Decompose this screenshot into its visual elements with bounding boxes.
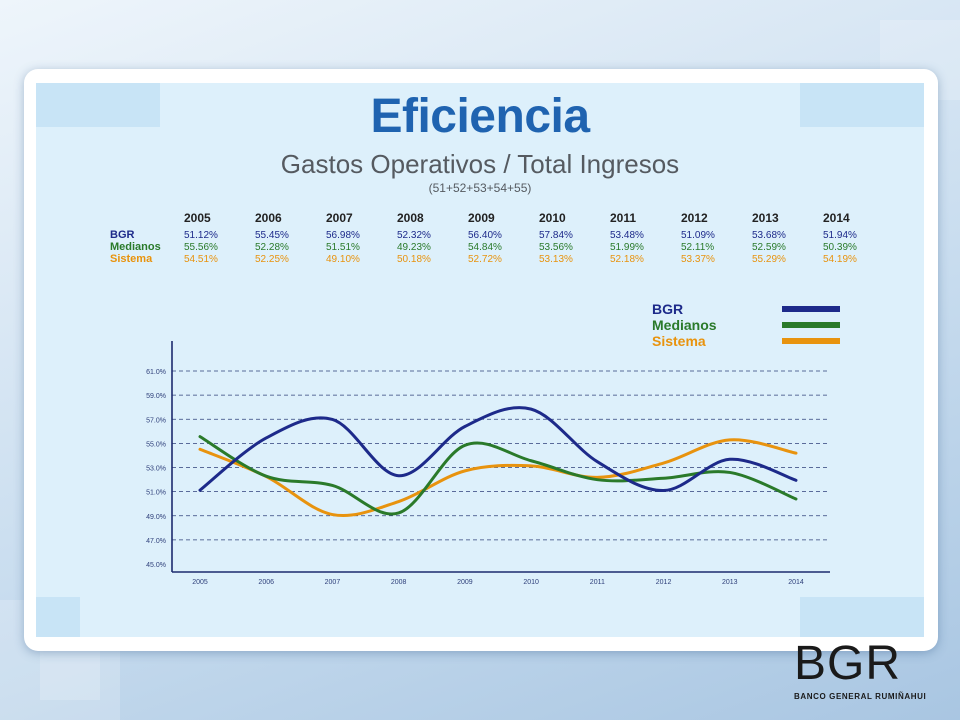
year-header: 2014 — [823, 211, 850, 225]
series-line-medianos — [198, 435, 798, 516]
y-tick-label: 49.0% — [146, 514, 166, 521]
company-logo: BGR BANCO GENERAL RUMIÑAHUI — [794, 640, 944, 714]
table-cell: 54.84% — [468, 241, 502, 253]
y-tick-label: 59.0% — [146, 393, 166, 400]
logo-name: BANCO GENERAL RUMIÑAHUI — [794, 692, 927, 701]
year-header: 2012 — [681, 211, 708, 225]
y-tick-label: 51.0% — [146, 490, 166, 497]
legend-label: BGR — [652, 301, 684, 317]
year-header: 2006 — [255, 211, 282, 225]
legend-item-medianos: Medianos — [652, 317, 852, 333]
table-cell: 56.40% — [468, 229, 502, 241]
table-cell: 55.29% — [752, 253, 786, 265]
table-cell: 50.39% — [823, 241, 857, 253]
slide-subtitle: Gastos Operativos / Total Ingresos — [280, 149, 680, 179]
table-cell: 51.99% — [610, 241, 644, 253]
series-line-bgr — [198, 406, 798, 493]
x-tick-label: 2005 — [192, 579, 208, 586]
table-cell: 56.98% — [326, 229, 360, 241]
year-header: 2009 — [468, 211, 495, 225]
row-label: Medianos — [110, 241, 161, 253]
table-cell: 57.84% — [539, 229, 573, 241]
y-tick-label: 55.0% — [146, 441, 166, 448]
slide-content: Eficiencia Gastos Operativos / Total Ing… — [36, 83, 924, 637]
table-cell: 53.13% — [539, 253, 573, 265]
table-cell: 53.37% — [681, 253, 715, 265]
table-cell: 51.51% — [326, 241, 360, 253]
legend-swatch — [782, 322, 840, 328]
table-header-row: 2005 2006 2007 2008 2009 2010 2011 2012 … — [110, 211, 894, 229]
table-cell: 55.56% — [184, 241, 218, 253]
legend-swatch — [782, 338, 840, 344]
x-tick-label: 2006 — [258, 579, 274, 586]
table-cell: 51.94% — [823, 229, 857, 241]
table-cell: 51.09% — [681, 229, 715, 241]
y-tick-label: 47.0% — [146, 538, 166, 545]
table-row-medianos: Medianos 55.56% 52.28% 51.51% 49.23% 54.… — [110, 241, 894, 253]
year-header: 2013 — [752, 211, 779, 225]
table-cell: 50.18% — [397, 253, 431, 265]
x-tick-label: 2010 — [523, 579, 539, 586]
table-cell: 49.10% — [326, 253, 360, 265]
table-row-sistema: Sistema 54.51% 52.25% 49.10% 50.18% 52.7… — [110, 253, 894, 265]
table-cell: 54.19% — [823, 253, 857, 265]
values-table: 2005 2006 2007 2008 2009 2010 2011 2012 … — [110, 211, 894, 265]
row-label: BGR — [110, 229, 135, 241]
x-tick-label: 2008 — [391, 579, 407, 586]
logo-mark: BGR — [794, 637, 902, 690]
year-header: 2011 — [610, 211, 637, 225]
x-tick-label: 2014 — [788, 579, 804, 586]
year-header: 2010 — [539, 211, 566, 225]
x-tick-label: 2007 — [325, 579, 341, 586]
table-cell: 51.12% — [184, 229, 218, 241]
formula-note: (51+52+53+54+55) — [428, 181, 532, 195]
table-cell: 52.11% — [681, 241, 715, 253]
table-cell: 52.59% — [752, 241, 786, 253]
series-line-sistema — [198, 438, 798, 517]
table-cell: 53.48% — [610, 229, 644, 241]
row-label: Sistema — [110, 253, 153, 265]
y-tick-label: 61.0% — [146, 369, 166, 376]
legend-label: Medianos — [652, 317, 717, 333]
table-cell: 55.45% — [255, 229, 289, 241]
slide-panel: Eficiencia Gastos Operativos / Total Ing… — [24, 69, 938, 651]
table-cell: 53.68% — [752, 229, 786, 241]
table-cell: 53.56% — [539, 241, 573, 253]
table-row-bgr: BGR 51.12% 55.45% 56.98% 52.32% 56.40% 5… — [110, 229, 894, 241]
legend-item-bgr: BGR — [652, 301, 852, 317]
year-header: 2005 — [184, 211, 211, 225]
legend-label: Sistema — [652, 333, 706, 349]
table-cell: 52.72% — [468, 253, 502, 265]
line-chart: 45.0% 47.0% 49.0% 51.0% 53.0% 55.0% 57.0% 59.0%… — [146, 341, 830, 586]
x-tick-label: 2013 — [722, 579, 738, 586]
y-tick-label: 45.0% — [146, 562, 166, 569]
year-header: 2007 — [326, 211, 353, 225]
table-cell: 52.28% — [255, 241, 289, 253]
y-tick-label: 57.0% — [146, 417, 166, 424]
chart-legend: BGR Medianos Sistema — [652, 301, 852, 349]
table-cell: 52.25% — [255, 253, 289, 265]
slide-title: Eficiencia — [370, 90, 590, 143]
y-tick-label: 53.0% — [146, 466, 166, 473]
x-tick-label: 2012 — [656, 579, 672, 586]
legend-swatch — [782, 306, 840, 312]
table-cell: 49.23% — [397, 241, 431, 253]
table-cell: 52.18% — [610, 253, 644, 265]
table-cell: 52.32% — [397, 229, 431, 241]
table-cell: 54.51% — [184, 253, 218, 265]
x-tick-label: 2009 — [457, 579, 473, 586]
year-header: 2008 — [397, 211, 424, 225]
x-tick-label: 2011 — [590, 579, 605, 586]
legend-item-sistema: Sistema — [652, 333, 852, 349]
